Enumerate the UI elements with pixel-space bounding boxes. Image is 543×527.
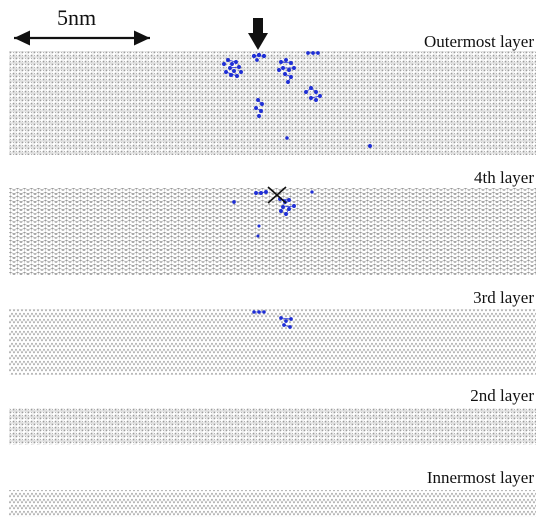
lattice-band-2nd: [9, 408, 536, 445]
defect-cluster: [252, 310, 293, 329]
layer-4th: 4th layer: [9, 168, 536, 275]
impact-arrow-icon: [248, 18, 268, 50]
scale-bar: 5nm: [14, 5, 150, 46]
lattice-band-4th: [9, 188, 536, 275]
lattice-band-innermost: [9, 490, 536, 517]
x-mark-icon: [267, 186, 287, 204]
scale-bar-label: 5nm: [57, 5, 96, 30]
layer-2nd: 2nd layer: [9, 386, 536, 445]
defect-cluster: [232, 190, 314, 238]
layer-3rd: 3rd layer: [9, 288, 536, 375]
lattice-band-3rd: [9, 309, 536, 375]
layer-innermost: Innermost layer: [9, 468, 536, 517]
lattice-band-outermost: [9, 51, 536, 155]
layer-label-4th: 4th layer: [474, 168, 534, 187]
layer-label-innermost: Innermost layer: [427, 468, 534, 487]
layer-label-3rd: 3rd layer: [473, 288, 534, 307]
defect-cluster: [222, 51, 372, 148]
layer-label-outermost: Outermost layer: [424, 32, 534, 51]
layer-label-2nd: 2nd layer: [470, 386, 534, 405]
layer-outermost: Outermost layer: [9, 32, 536, 155]
